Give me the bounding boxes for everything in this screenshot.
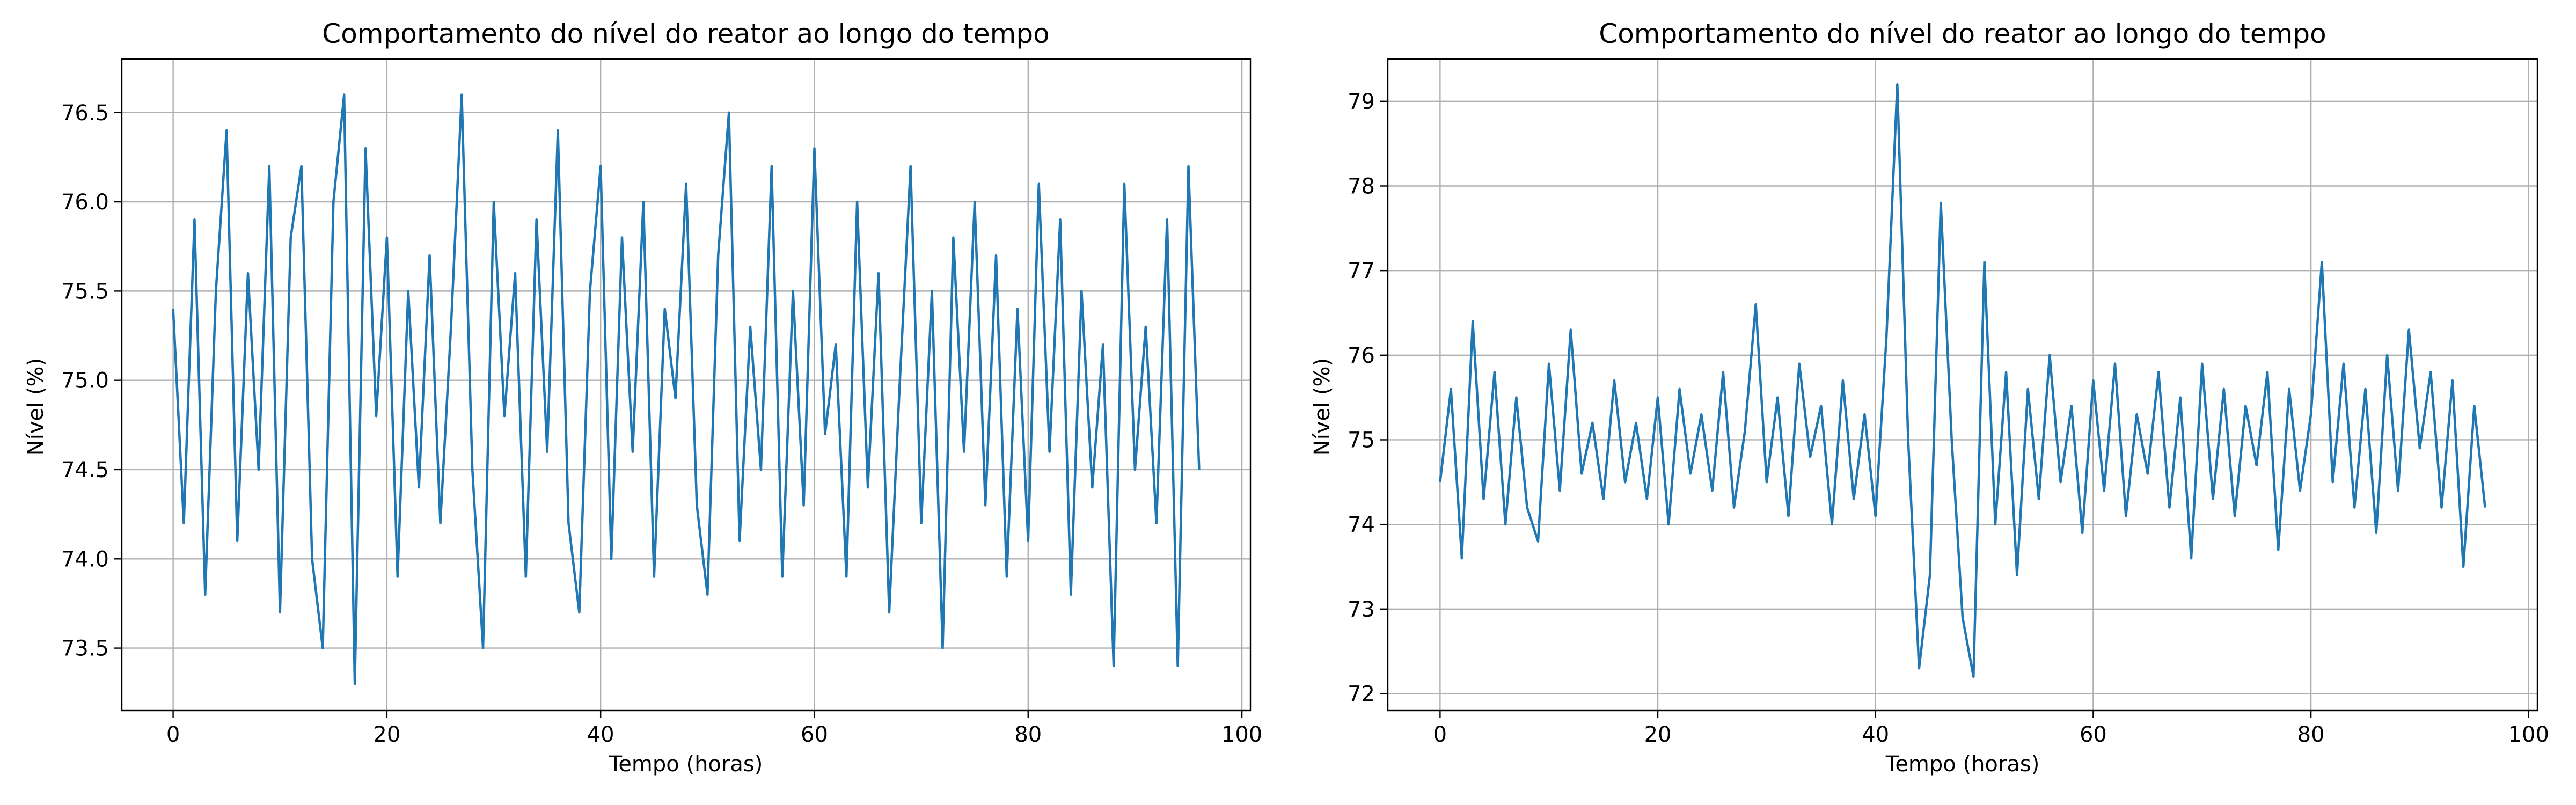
left-chart-x-tick-label: 80	[1014, 722, 1042, 747]
right-chart-x-tick-label: 60	[2080, 722, 2107, 747]
left-chart-x-tick-label: 0	[166, 722, 180, 747]
left-chart-xlabel: Tempo (horas)	[609, 752, 763, 777]
right-chart-title: Comportamento do nível do reator ao long…	[1599, 18, 2326, 49]
left-chart: Comportamento do nível do reator ao long…	[24, 18, 1262, 777]
left-chart-y-tick-label: 73.5	[61, 636, 109, 661]
right-chart-axes-frame	[1387, 58, 2538, 712]
right-chart-y-tick-label: 74	[1348, 513, 1375, 537]
left-chart-ylabel: Nível (%)	[24, 358, 48, 456]
left-chart-x-tick-label: 60	[801, 722, 828, 747]
right-chart: Comportamento do nível do reator ao long…	[1310, 18, 2549, 777]
right-chart-ticks: 0 20 40 60 80 100 72 73 74 75 76 77 78 79	[1348, 58, 2549, 747]
right-chart-y-tick-label: 73	[1348, 597, 1375, 622]
left-chart-x-tick-label: 20	[373, 722, 400, 747]
right-chart-x-tick-label: 0	[1433, 722, 1447, 747]
right-chart-x-tick-label: 100	[2508, 722, 2549, 747]
right-chart-y-tick-label: 78	[1348, 174, 1375, 199]
right-chart-series-line	[1439, 83, 2486, 678]
left-chart-title: Comportamento do nível do reator ao long…	[322, 18, 1049, 49]
right-chart-x-tick-label: 40	[1862, 722, 1889, 747]
right-chart-plot-area	[1439, 83, 2486, 678]
right-chart-y-tick-label: 75	[1348, 428, 1375, 452]
left-chart-series-line	[172, 93, 1201, 685]
left-chart-ticks: 0 20 40 60 80 100 73.5 74.0 74.5 75.0 75.5 76.0 76.5	[61, 58, 1262, 747]
right-chart-y-tick-label: 79	[1348, 90, 1375, 114]
right-chart-ylabel: Nível (%)	[1310, 358, 1335, 456]
right-chart-x-tick-label: 80	[2297, 722, 2325, 747]
left-chart-y-tick-label: 74.5	[61, 458, 109, 482]
left-chart-plot-area	[172, 93, 1201, 685]
left-chart-x-tick-label: 100	[1221, 722, 1262, 747]
right-chart-x-tick-label: 20	[1644, 722, 1672, 747]
left-chart-y-tick-label: 74.0	[61, 547, 109, 572]
right-chart-y-tick-label: 72	[1348, 682, 1375, 706]
right-chart-xlabel: Tempo (horas)	[1885, 752, 2040, 777]
left-chart-y-tick-label: 76.0	[61, 190, 109, 215]
left-chart-y-tick-label: 75.0	[61, 369, 109, 393]
left-chart-y-tick-label: 75.5	[61, 279, 109, 304]
right-chart-y-tick-label: 76	[1348, 343, 1375, 368]
right-chart-y-tick-label: 77	[1348, 259, 1375, 283]
left-chart-axes-frame	[121, 58, 1252, 712]
left-chart-x-tick-label: 40	[587, 722, 614, 747]
left-chart-y-tick-label: 76.5	[61, 101, 109, 126]
